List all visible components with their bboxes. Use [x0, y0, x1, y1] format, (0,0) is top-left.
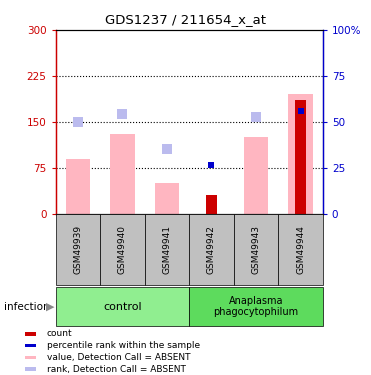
Text: GSM49943: GSM49943 — [252, 225, 260, 274]
FancyBboxPatch shape — [234, 214, 278, 285]
FancyBboxPatch shape — [100, 214, 145, 285]
Bar — [244, 137, 268, 214]
Bar — [110, 134, 135, 214]
Text: ▶: ▶ — [46, 302, 54, 312]
Bar — [25, 344, 36, 348]
Text: GSM49942: GSM49942 — [207, 225, 216, 274]
FancyBboxPatch shape — [189, 287, 323, 326]
Text: rank, Detection Call = ABSENT: rank, Detection Call = ABSENT — [47, 364, 186, 374]
Text: GSM49944: GSM49944 — [296, 225, 305, 274]
Text: GSM49940: GSM49940 — [118, 225, 127, 274]
FancyBboxPatch shape — [278, 214, 323, 285]
Bar — [206, 195, 217, 214]
Text: Anaplasma
phagocytophilum: Anaplasma phagocytophilum — [213, 296, 299, 317]
Text: GDS1237 / 211654_x_at: GDS1237 / 211654_x_at — [105, 13, 266, 26]
Bar — [25, 332, 36, 336]
Bar — [25, 356, 36, 359]
Text: infection: infection — [4, 302, 49, 312]
Text: percentile rank within the sample: percentile rank within the sample — [47, 341, 200, 350]
Bar — [25, 368, 36, 371]
FancyBboxPatch shape — [145, 214, 189, 285]
Text: GSM49939: GSM49939 — [73, 225, 82, 274]
Text: value, Detection Call = ABSENT: value, Detection Call = ABSENT — [47, 353, 190, 362]
Text: count: count — [47, 330, 72, 339]
Bar — [155, 183, 179, 214]
FancyBboxPatch shape — [189, 214, 234, 285]
Bar — [66, 159, 90, 214]
Text: GSM49941: GSM49941 — [162, 225, 171, 274]
Bar — [288, 94, 313, 214]
Bar — [295, 100, 306, 214]
FancyBboxPatch shape — [56, 287, 189, 326]
FancyBboxPatch shape — [56, 214, 100, 285]
Text: control: control — [103, 302, 142, 312]
